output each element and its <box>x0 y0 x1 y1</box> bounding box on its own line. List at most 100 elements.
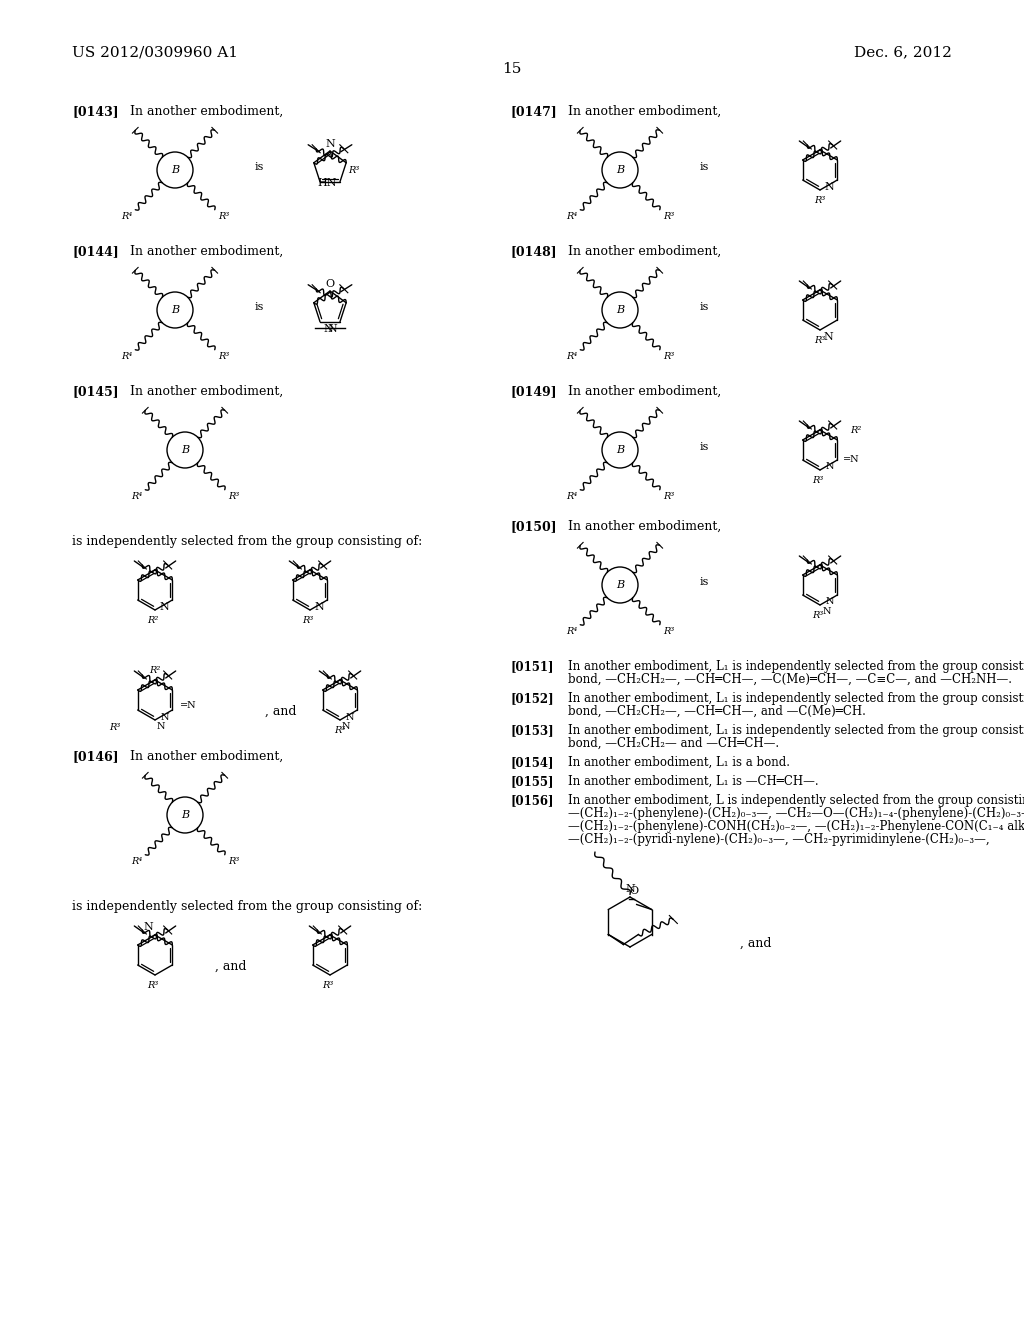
Text: B: B <box>181 445 189 455</box>
Text: In another embodiment,: In another embodiment, <box>568 106 721 117</box>
Text: is: is <box>700 577 710 587</box>
Text: R⁴: R⁴ <box>121 211 132 220</box>
Text: R³: R³ <box>663 627 674 636</box>
Text: In another embodiment,: In another embodiment, <box>130 106 284 117</box>
Text: In another embodiment, L₁ is —CH═CH—.: In another embodiment, L₁ is —CH═CH—. <box>568 775 818 788</box>
Text: =N: =N <box>843 455 859 465</box>
Text: R⁴: R⁴ <box>566 351 578 360</box>
Text: R⁴: R⁴ <box>121 351 132 360</box>
Text: R⁴: R⁴ <box>131 857 142 866</box>
Text: N: N <box>823 607 831 616</box>
Text: , and: , and <box>740 937 771 950</box>
Text: N: N <box>157 722 166 731</box>
Text: Dec. 6, 2012: Dec. 6, 2012 <box>854 45 952 59</box>
Text: R³: R³ <box>218 351 229 360</box>
Text: =N: =N <box>180 701 197 710</box>
Text: N: N <box>323 323 333 334</box>
Text: R³: R³ <box>812 611 823 620</box>
Text: R³: R³ <box>335 726 346 735</box>
Text: [0143]: [0143] <box>72 106 119 117</box>
Text: N: N <box>625 884 635 894</box>
Text: bond, —CH₂CH₂—, —CH═CH—, and —C(Me)═CH.: bond, —CH₂CH₂—, —CH═CH—, and —C(Me)═CH. <box>568 705 866 718</box>
Text: In another embodiment, L is independently selected from the group consisting of:: In another embodiment, L is independentl… <box>568 795 1024 807</box>
Text: In another embodiment,: In another embodiment, <box>130 750 284 763</box>
Text: R²: R² <box>147 616 159 624</box>
Text: R³: R³ <box>348 166 359 174</box>
Text: [0146]: [0146] <box>72 750 119 763</box>
Text: R³: R³ <box>812 477 823 484</box>
Text: N: N <box>342 722 350 731</box>
Text: 15: 15 <box>503 62 521 77</box>
Text: R³: R³ <box>227 492 239 500</box>
Text: R⁴: R⁴ <box>131 492 142 500</box>
Text: B: B <box>616 579 624 590</box>
Text: In another embodiment,: In another embodiment, <box>130 385 284 399</box>
Text: In another embodiment, L₁ is independently selected from the group consisting of: In another embodiment, L₁ is independent… <box>568 692 1024 705</box>
Text: R³: R³ <box>323 981 334 990</box>
Text: HN: HN <box>317 178 337 187</box>
Text: N: N <box>825 462 835 471</box>
Text: —(CH₂)₁₋₂-(phenylene)-CONH(CH₂)₀₋₂—, —(CH₂)₁₋₂-Phenylene-CON(C₁₋₄ alkyl)(CH₂)₀₋₂: —(CH₂)₁₋₂-(phenylene)-CONH(CH₂)₀₋₂—, —(C… <box>568 820 1024 833</box>
Text: O: O <box>326 279 335 289</box>
Text: N: N <box>328 323 337 334</box>
Text: [0153]: [0153] <box>510 723 554 737</box>
Text: [0145]: [0145] <box>72 385 119 399</box>
Text: N: N <box>160 602 169 612</box>
Text: B: B <box>171 305 179 315</box>
Text: N: N <box>825 597 835 606</box>
Text: [0147]: [0147] <box>510 106 557 117</box>
Text: [0148]: [0148] <box>510 246 557 257</box>
Text: In another embodiment,: In another embodiment, <box>568 385 721 399</box>
Text: B: B <box>616 305 624 315</box>
Text: B: B <box>616 165 624 176</box>
Text: N: N <box>346 713 354 722</box>
Text: [0150]: [0150] <box>510 520 557 533</box>
Text: In another embodiment, L₁ is independently selected from the group consisting of: In another embodiment, L₁ is independent… <box>568 660 1024 673</box>
Text: R³: R³ <box>218 211 229 220</box>
Text: R³: R³ <box>663 492 674 500</box>
Text: O: O <box>629 887 638 896</box>
Text: is: is <box>700 302 710 312</box>
Text: R⁴: R⁴ <box>566 211 578 220</box>
Text: is: is <box>255 162 264 172</box>
Text: is independently selected from the group consisting of:: is independently selected from the group… <box>72 535 422 548</box>
Text: B: B <box>171 165 179 176</box>
Text: [0155]: [0155] <box>510 775 554 788</box>
Text: [0151]: [0151] <box>510 660 554 673</box>
Text: R²: R² <box>850 426 861 436</box>
Text: is independently selected from the group consisting of:: is independently selected from the group… <box>72 900 422 913</box>
Text: , and: , and <box>215 960 247 973</box>
Text: B: B <box>616 445 624 455</box>
Text: US 2012/0309960 A1: US 2012/0309960 A1 <box>72 45 238 59</box>
Text: In another embodiment, L₁ is independently selected from the group consisting of: In another embodiment, L₁ is independent… <box>568 723 1024 737</box>
Text: R³: R³ <box>302 616 313 624</box>
Text: R³: R³ <box>227 857 239 866</box>
Text: [0156]: [0156] <box>510 795 554 807</box>
Text: R³: R³ <box>814 195 825 205</box>
Text: In another embodiment,: In another embodiment, <box>568 520 721 533</box>
Text: N: N <box>143 921 153 932</box>
Text: bond, —CH₂CH₂—, —CH═CH—, —C(Me)═CH—, —C≡C—, and —CH₂NH—.: bond, —CH₂CH₂—, —CH═CH—, —C(Me)═CH—, —C≡… <box>568 673 1012 686</box>
Text: B: B <box>181 810 189 820</box>
Text: N: N <box>823 333 833 342</box>
Text: N: N <box>314 602 325 612</box>
Text: bond, —CH₂CH₂— and —CH═CH—.: bond, —CH₂CH₂— and —CH═CH—. <box>568 737 779 750</box>
Text: In another embodiment,: In another embodiment, <box>130 246 284 257</box>
Text: N: N <box>161 713 169 722</box>
Text: In another embodiment,: In another embodiment, <box>568 246 721 257</box>
Text: R³: R³ <box>663 211 674 220</box>
Text: —(CH₂)₁₋₂-(pyridi-nylene)-(CH₂)₀₋₃—, —CH₂-pyrimidinylene-(CH₂)₀₋₃—,: —(CH₂)₁₋₂-(pyridi-nylene)-(CH₂)₀₋₃—, —CH… <box>568 833 989 846</box>
Text: is: is <box>700 442 710 451</box>
Text: [0149]: [0149] <box>510 385 557 399</box>
Text: [0154]: [0154] <box>510 756 554 770</box>
Text: R²: R² <box>150 667 161 675</box>
Text: R³: R³ <box>109 723 120 733</box>
Text: is: is <box>700 162 710 172</box>
Text: [0152]: [0152] <box>510 692 554 705</box>
Text: R⁴: R⁴ <box>566 627 578 636</box>
Text: is: is <box>255 302 264 312</box>
Text: , and: , and <box>265 705 297 718</box>
Text: R³: R³ <box>663 351 674 360</box>
Text: N: N <box>326 139 335 149</box>
Text: [0144]: [0144] <box>72 246 119 257</box>
